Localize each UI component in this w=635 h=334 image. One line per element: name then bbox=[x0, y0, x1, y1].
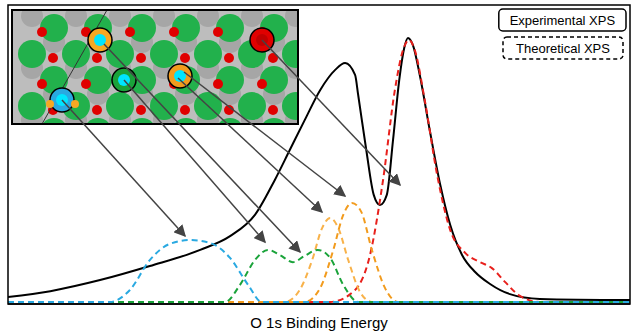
svg-text:O 1s Binding Energy: O 1s Binding Energy bbox=[250, 314, 388, 331]
svg-text:Theoretical XPS: Theoretical XPS bbox=[516, 41, 610, 56]
svg-text:Experimental XPS: Experimental XPS bbox=[510, 13, 616, 28]
